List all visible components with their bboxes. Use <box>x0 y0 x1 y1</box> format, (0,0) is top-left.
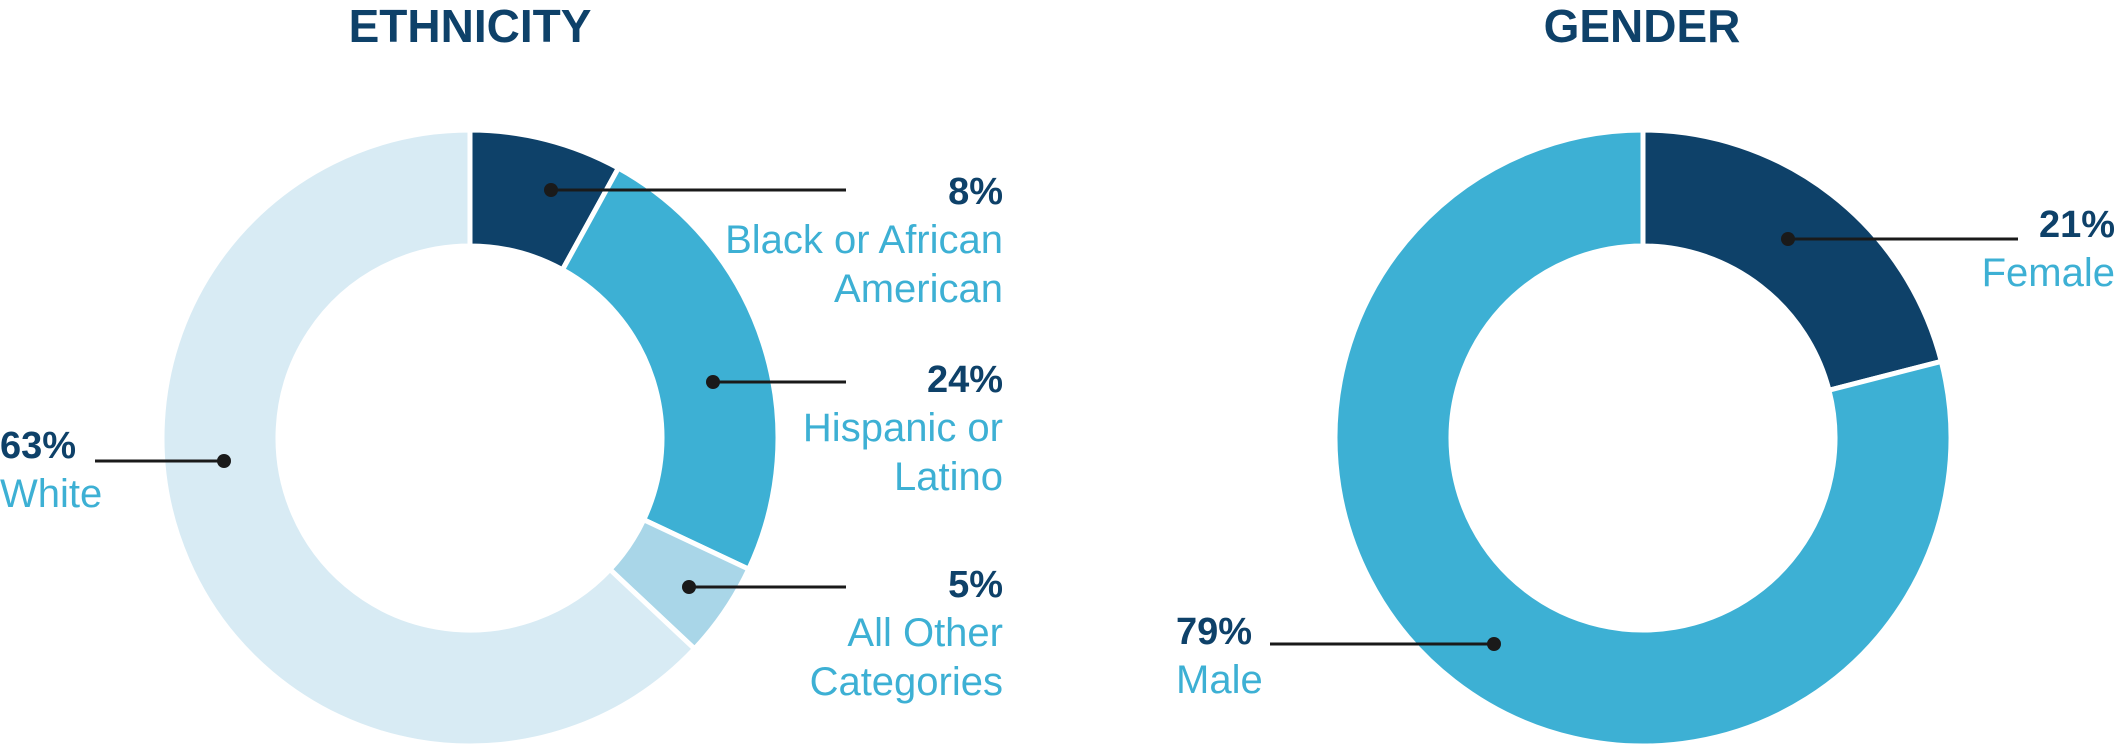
slice-percent-label: 8% <box>948 171 1003 213</box>
slice-category-label: Categories <box>810 660 1003 704</box>
donut-slice <box>559 164 781 573</box>
slice-percent-label: 24% <box>927 359 1003 401</box>
donut-slice <box>1640 127 1945 394</box>
leader-dot <box>1781 232 1795 246</box>
leader-dot <box>544 183 558 197</box>
donut-slice <box>159 127 699 749</box>
ethnicity-donut <box>159 127 781 749</box>
slice-category-label: Female <box>1982 251 2115 295</box>
slice-category-label: American <box>834 267 1003 311</box>
slice-percent-label: 79% <box>1176 611 1252 653</box>
donut-slice <box>1332 127 1954 749</box>
slice-category-label: Male <box>1176 658 1263 702</box>
slice-category-label: All Other <box>847 611 1003 655</box>
slice-category-label: Hispanic or <box>803 406 1003 450</box>
slice-category-label: Latino <box>894 455 1003 499</box>
callouts: 8% Black or African American 24% Hispanic or… <box>0 171 2115 704</box>
leader-dot <box>682 580 696 594</box>
gender-chart-title: GENDER <box>1544 0 1741 52</box>
leader-dot <box>1487 637 1501 651</box>
slice-percent-label: 5% <box>948 564 1003 606</box>
slice-percent-label: 21% <box>2039 204 2115 246</box>
slice-category-label: White <box>0 472 102 516</box>
leader-dot <box>706 375 720 389</box>
leader-dot <box>217 454 231 468</box>
slice-category-label: Black or African <box>725 218 1003 262</box>
slice-percent-label: 63% <box>0 425 76 467</box>
ethnicity-chart-title: ETHNICITY <box>349 0 592 52</box>
gender-donut <box>1332 127 1954 749</box>
